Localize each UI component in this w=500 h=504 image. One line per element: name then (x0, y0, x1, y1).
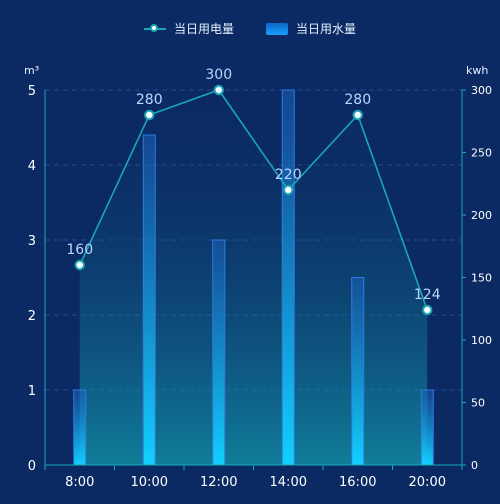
electricity-data-label: 280 (136, 92, 163, 108)
line-area-fill (79, 90, 428, 465)
electricity-point (352, 109, 363, 121)
bar-legend-icon (266, 22, 288, 35)
left-axis-tick-label: 0 (28, 459, 36, 474)
legend-label-electricity: 当日用电量 (173, 22, 234, 36)
right-axis-tick-label: 0 (471, 459, 478, 472)
water-bar (73, 389, 87, 466)
left-axis-tick-label: 5 (28, 84, 36, 99)
x-axis-tick-label: 8:00 (65, 475, 94, 490)
x-axis-tick-label: 10:00 (131, 475, 168, 490)
right-axis-tick-label: 250 (471, 147, 492, 160)
water-bar (351, 277, 365, 466)
line-legend-icon (143, 23, 166, 35)
left-axis-tick-label: 3 (28, 234, 36, 249)
water-bar (420, 389, 434, 466)
x-axis-tick-label: 16:00 (339, 475, 376, 490)
x-axis-tick-label: 20:00 (409, 475, 446, 490)
left-axis-tick-label: 2 (28, 309, 36, 324)
electricity-line (79, 89, 429, 311)
x-axis-tick-label: 14:00 (270, 475, 307, 490)
legend-item-water[interactable]: 当日用水量 (266, 20, 356, 37)
electricity-data-label: 160 (66, 242, 93, 258)
right-axis-tick-label: 150 (471, 272, 492, 285)
water-bar (212, 239, 226, 466)
electricity-data-label: 300 (205, 67, 232, 83)
legend: 当日用电量 当日用水量 (0, 20, 500, 37)
electricity-data-label: 220 (275, 167, 302, 183)
water-bar (281, 89, 295, 466)
electricity-point (213, 84, 224, 96)
water-bar (142, 134, 156, 466)
legend-label-water: 当日用水量 (296, 22, 357, 36)
right-axis-tick-label: 300 (471, 84, 492, 97)
electricity-point (144, 109, 155, 121)
right-axis-tick-label: 200 (471, 209, 492, 222)
electricity-point (283, 184, 294, 196)
left-axis-tick-label: 1 (28, 384, 36, 399)
electricity-point (422, 304, 433, 316)
electricity-point (74, 259, 85, 271)
left-axis-tick-label: 4 (28, 159, 36, 174)
legend-item-electricity[interactable]: 当日用电量 (143, 20, 234, 37)
left-axis-unit: m³ (24, 64, 39, 77)
right-axis-unit: kwh (466, 64, 488, 77)
x-axis-tick-label: 12:00 (200, 475, 237, 490)
electricity-data-label: 280 (344, 92, 371, 108)
right-axis-tick-label: 100 (471, 334, 492, 347)
electricity-data-label: 124 (414, 287, 441, 303)
right-axis-tick-label: 50 (471, 397, 485, 410)
